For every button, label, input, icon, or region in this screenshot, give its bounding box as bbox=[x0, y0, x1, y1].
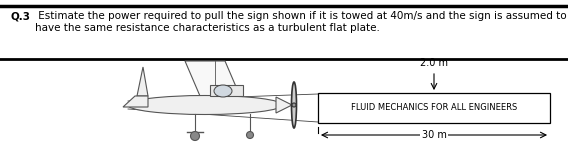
Text: Q.3: Q.3 bbox=[10, 11, 30, 21]
Ellipse shape bbox=[214, 85, 232, 97]
Bar bbox=[318, 93, 550, 123]
Ellipse shape bbox=[292, 103, 296, 107]
Text: Estimate the power required to pull the sign shown if it is towed at 40m/s and t: Estimate the power required to pull the … bbox=[35, 11, 567, 33]
Ellipse shape bbox=[291, 82, 296, 128]
Ellipse shape bbox=[127, 95, 282, 114]
Polygon shape bbox=[185, 61, 240, 96]
Polygon shape bbox=[276, 97, 292, 113]
Polygon shape bbox=[123, 96, 148, 107]
Text: 30 m: 30 m bbox=[421, 130, 446, 140]
Polygon shape bbox=[137, 67, 148, 96]
Ellipse shape bbox=[247, 132, 253, 138]
Text: 2.0 m: 2.0 m bbox=[420, 58, 448, 68]
Ellipse shape bbox=[190, 132, 199, 141]
Text: FLUID MECHANICS FOR ALL ENGINEERS: FLUID MECHANICS FOR ALL ENGINEERS bbox=[351, 104, 517, 113]
Polygon shape bbox=[210, 85, 243, 96]
